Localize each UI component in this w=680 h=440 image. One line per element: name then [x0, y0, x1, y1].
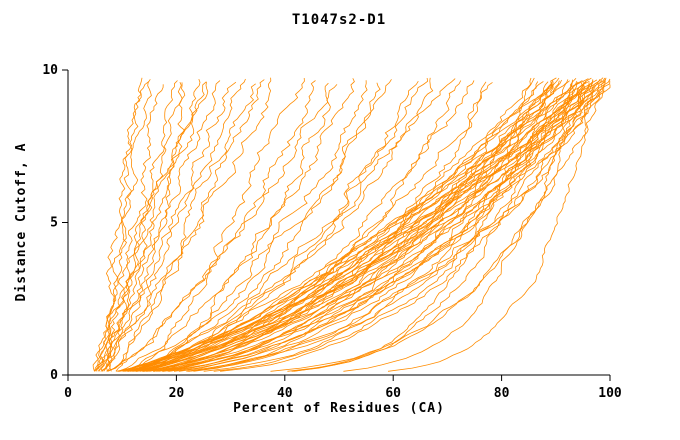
model-curve [270, 81, 606, 372]
model-curve [118, 80, 368, 372]
model-curve [173, 80, 554, 372]
model-curve [106, 78, 201, 372]
y-tick-label: 10 [42, 63, 58, 78]
model-curve [115, 79, 265, 372]
model-curve [136, 78, 607, 372]
model-curves-layer [92, 77, 611, 372]
y-tick-label: 5 [50, 216, 58, 231]
model-curve [118, 81, 599, 372]
x-tick-label: 40 [277, 386, 293, 401]
model-curve [143, 82, 590, 372]
model-curve [135, 77, 592, 372]
model-curve [118, 78, 611, 372]
model-curve [98, 82, 209, 372]
x-tick-label: 20 [169, 386, 185, 401]
model-curve [132, 80, 560, 372]
model-curve [287, 84, 591, 372]
y-tick-label: 0 [50, 368, 58, 383]
model-curve [96, 80, 221, 372]
model-curve [163, 79, 598, 372]
model-curve [291, 77, 560, 372]
model-curve [103, 80, 178, 372]
model-curve [108, 77, 272, 372]
model-curve [343, 79, 574, 372]
model-curve [135, 77, 532, 372]
x-axis-label: Percent of Residues (CA) [233, 401, 445, 416]
model-curve [135, 77, 434, 372]
model-curve [107, 77, 305, 372]
y-axis-label: Distance Cutoff, A [14, 143, 29, 302]
model-curve [143, 80, 603, 372]
model-curve [101, 78, 246, 372]
x-tick-label: 60 [385, 386, 401, 401]
model-curve [116, 78, 589, 372]
model-curve [156, 84, 611, 372]
model-curve [132, 78, 456, 372]
model-curve [92, 81, 207, 372]
model-curve [122, 83, 554, 372]
x-tick-label: 0 [64, 386, 72, 401]
model-curve [106, 82, 186, 372]
model-curve [106, 82, 329, 372]
model-curve [213, 80, 594, 372]
chart-title: T1047s2-D1 [292, 12, 386, 28]
model-curve [100, 83, 256, 372]
model-curve [119, 81, 579, 372]
model-curve [97, 84, 164, 372]
model-curve [108, 81, 237, 372]
model-curve [130, 80, 611, 372]
model-curve [293, 77, 535, 372]
model-curve [153, 80, 462, 372]
model-curve [133, 77, 606, 372]
model-curve [168, 81, 549, 372]
model-curve [118, 78, 355, 372]
model-curve [149, 81, 544, 372]
model-curve [387, 82, 594, 372]
axes-layer: 0 20 40 60 80 100 0 5 10 [42, 63, 622, 401]
model-curve [220, 77, 607, 372]
model-curve [99, 79, 152, 372]
x-tick-label: 80 [494, 386, 510, 401]
model-curve [128, 77, 429, 372]
model-curve [167, 77, 604, 372]
model-curve [123, 83, 585, 372]
x-tick-label: 100 [598, 386, 622, 401]
model-curve [188, 84, 605, 372]
model-curve [94, 77, 143, 372]
model-curve [186, 80, 590, 372]
model-curve [134, 82, 381, 372]
model-curve [122, 80, 316, 372]
model-curve [145, 81, 554, 372]
model-curve [131, 84, 338, 372]
model-curve [128, 79, 392, 372]
